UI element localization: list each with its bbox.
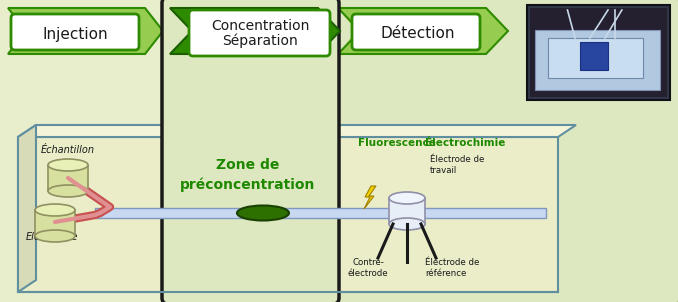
Ellipse shape <box>48 159 88 171</box>
Bar <box>95 208 546 218</box>
Ellipse shape <box>48 185 88 197</box>
Text: Détection: Détection <box>381 27 455 41</box>
Text: Contre-
électrode: Contre- électrode <box>348 258 388 278</box>
Polygon shape <box>18 125 36 292</box>
Bar <box>580 42 608 70</box>
Polygon shape <box>338 8 493 54</box>
Text: Électrochimie: Électrochimie <box>425 138 505 148</box>
Polygon shape <box>18 137 558 292</box>
Text: Concentration: Concentration <box>211 19 309 33</box>
Polygon shape <box>364 186 376 209</box>
FancyBboxPatch shape <box>330 0 678 302</box>
Text: Séparation: Séparation <box>222 34 298 48</box>
Text: Electrolyte: Electrolyte <box>26 232 78 242</box>
Text: Échantillon: Échantillon <box>41 145 95 155</box>
Text: Injection: Injection <box>42 27 108 41</box>
Bar <box>548 38 643 78</box>
Bar <box>35 210 75 236</box>
Polygon shape <box>8 8 163 54</box>
Bar <box>530 8 667 97</box>
Bar <box>535 30 660 90</box>
Ellipse shape <box>389 192 425 204</box>
FancyBboxPatch shape <box>189 10 330 56</box>
Polygon shape <box>18 125 576 137</box>
Text: Électrode de
référence: Électrode de référence <box>425 258 479 278</box>
Text: Zone de
préconcentration: Zone de préconcentration <box>180 158 316 192</box>
FancyBboxPatch shape <box>352 14 480 50</box>
Bar <box>389 198 425 224</box>
Bar <box>48 165 88 191</box>
Ellipse shape <box>35 230 75 242</box>
Text: Fluorescence: Fluorescence <box>358 138 436 148</box>
FancyBboxPatch shape <box>162 0 339 302</box>
Ellipse shape <box>237 205 289 220</box>
Polygon shape <box>8 8 163 54</box>
Bar <box>527 5 670 100</box>
Text: Électrode de
travail: Électrode de travail <box>430 155 484 175</box>
Polygon shape <box>338 8 508 54</box>
FancyBboxPatch shape <box>0 0 171 302</box>
Polygon shape <box>170 8 340 54</box>
Ellipse shape <box>35 204 75 216</box>
Ellipse shape <box>389 218 425 230</box>
FancyBboxPatch shape <box>11 14 139 50</box>
